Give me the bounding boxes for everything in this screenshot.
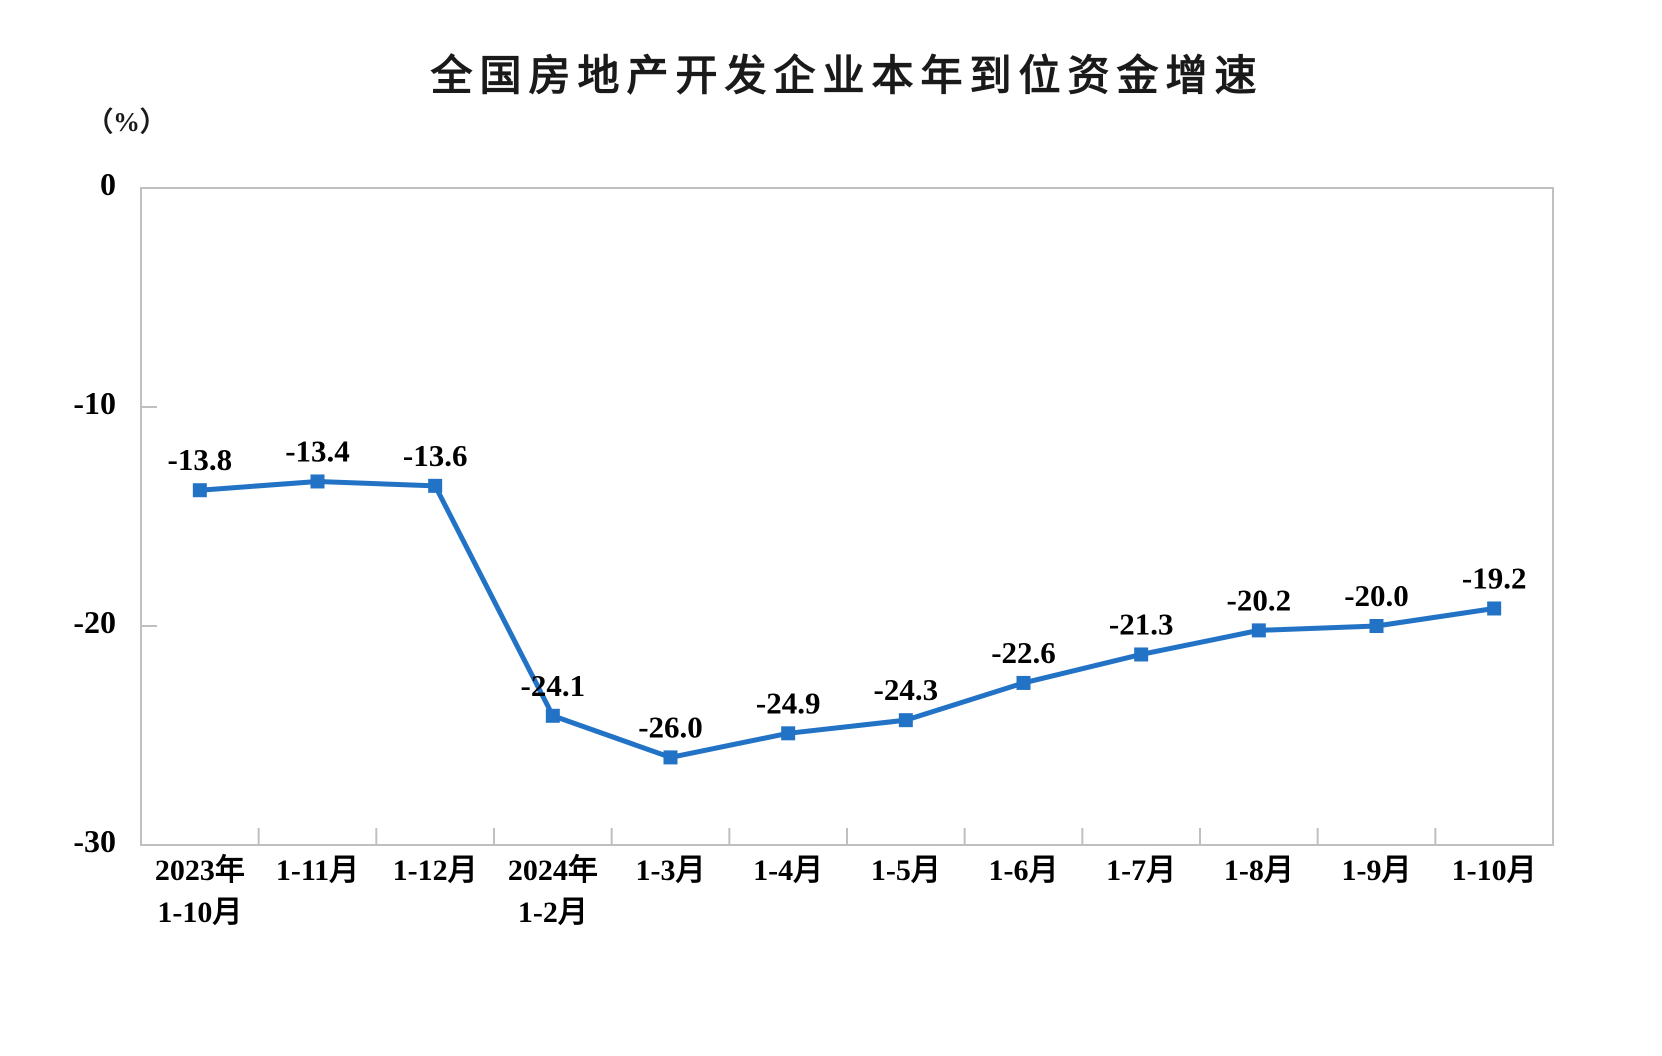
data-point-label: -24.1 <box>521 668 586 703</box>
data-point-marker <box>1487 601 1502 616</box>
data-point-label: -13.4 <box>285 433 350 468</box>
x-axis-tick-label: 1-7月 <box>1106 854 1176 887</box>
data-point-label: -22.6 <box>991 635 1056 670</box>
y-axis-tick-label: -10 <box>73 385 116 421</box>
data-point-label: -24.3 <box>874 672 939 707</box>
data-point-marker <box>898 713 913 728</box>
y-axis-tick-label: -30 <box>73 823 116 859</box>
x-axis-tick-label: 1-3月 <box>636 854 706 887</box>
data-point-marker <box>310 474 325 489</box>
plot-border <box>140 187 1554 846</box>
data-point-marker <box>663 750 678 765</box>
data-point-marker <box>1369 619 1384 633</box>
data-point-label: -24.9 <box>756 685 821 720</box>
data-point-marker <box>545 708 560 723</box>
data-point-label: -13.8 <box>168 442 233 477</box>
y-axis-unit-label: （%） <box>86 107 167 137</box>
data-point-marker <box>192 483 207 498</box>
x-axis-tick-label: 1-8月 <box>1224 854 1294 887</box>
x-axis-tick-label: 1-4月 <box>753 854 823 887</box>
x-axis-tick-label: 2023年 1-10月 <box>155 854 245 929</box>
data-point-label: -20.2 <box>1227 582 1292 617</box>
x-axis-tick-label: 2024年 1-2月 <box>508 854 598 929</box>
chart-title: 全国房地产开发企业本年到位资金增速 <box>430 52 1264 99</box>
data-point-marker <box>1016 675 1031 690</box>
series-line <box>197 478 1497 760</box>
y-axis-tick-label: -20 <box>73 604 116 640</box>
data-point-label: -20.0 <box>1344 578 1409 613</box>
data-point-marker <box>1251 623 1266 638</box>
data-point-label: -19.2 <box>1462 560 1527 595</box>
x-axis-tick-label: 1-9月 <box>1342 854 1412 887</box>
data-point-label: -21.3 <box>1109 606 1174 641</box>
data-point-marker <box>1134 647 1149 662</box>
data-point-label: -13.6 <box>403 438 468 473</box>
data-point-marker <box>781 726 796 741</box>
y-axis-tick-label: 0 <box>100 166 116 202</box>
x-axis-tick-label: 1-12月 <box>393 854 478 887</box>
data-point-marker <box>428 478 443 493</box>
x-axis-tick-label: 1-10月 <box>1452 854 1537 887</box>
x-axis-tick-label: 1-11月 <box>276 854 359 887</box>
data-point-label: -26.0 <box>638 709 703 744</box>
x-axis-tick-label: 1-6月 <box>989 854 1059 887</box>
x-axis-tick-label: 1-5月 <box>871 854 941 887</box>
